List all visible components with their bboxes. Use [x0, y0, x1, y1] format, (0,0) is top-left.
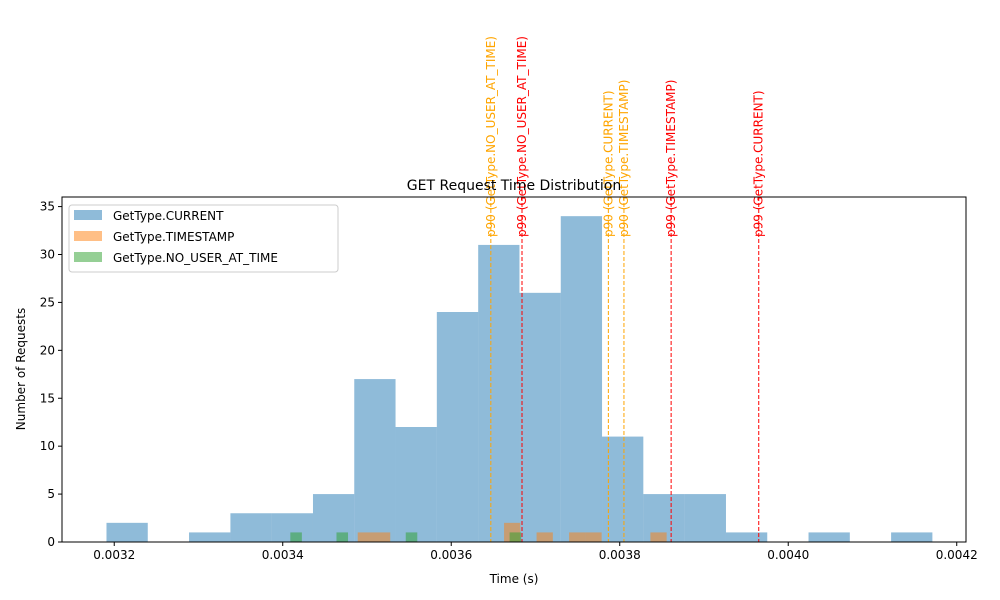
- y-tick-label: 20: [40, 343, 55, 357]
- x-tick-label: 0.0038: [599, 548, 641, 562]
- legend-label: GetType.TIMESTAMP: [113, 230, 234, 244]
- legend-swatch: [74, 252, 102, 262]
- percentile-label: p99 (GetType.NO_USER_AT_TIME): [515, 36, 529, 237]
- percentile-label: p99 (GetType.CURRENT): [752, 90, 766, 237]
- y-tick-label: 0: [47, 535, 55, 549]
- y-tick-label: 30: [40, 248, 55, 262]
- y-axis-label: Number of Requests: [14, 308, 28, 430]
- histogram-bar-series-2: [509, 532, 522, 542]
- histogram-bar-series-1: [357, 532, 374, 542]
- y-tick-label: 35: [40, 200, 55, 214]
- histogram-bar-series-1: [373, 532, 391, 542]
- histogram-bars: [106, 216, 933, 542]
- percentile-label: p90 (GetType.NO_USER_AT_TIME): [484, 36, 498, 237]
- histogram-bar-series-2: [405, 532, 418, 542]
- x-tick-label: 0.0032: [93, 548, 135, 562]
- legend: GetType.CURRENT GetType.TIMESTAMP GetType.…: [68, 204, 339, 273]
- histogram-bar-series-0: [230, 513, 272, 542]
- plot-area-frame: [61, 196, 967, 543]
- legend-box: [68, 204, 339, 273]
- y-tick-label: 15: [40, 391, 55, 405]
- histogram-bar-series-0: [395, 427, 437, 542]
- y-tick-label: 25: [40, 295, 55, 309]
- legend-label: GetType.NO_USER_AT_TIME: [113, 251, 278, 265]
- x-tick-label: 0.0036: [430, 548, 472, 562]
- y-axis-ticks: 0 5 10 15 20 25 30 35: [40, 200, 62, 549]
- histogram-bar-series-1: [650, 532, 667, 542]
- y-tick-label: 5: [47, 487, 55, 501]
- histogram-bar-series-0: [106, 522, 148, 542]
- histogram-bar-series-0: [725, 532, 768, 542]
- histogram-bar-series-0: [891, 532, 933, 542]
- histogram-bar-series-0: [560, 216, 603, 542]
- histogram-bar-series-0: [808, 532, 850, 542]
- histogram-bar-series-2: [290, 532, 302, 542]
- legend-label: GetType.CURRENT: [113, 209, 224, 223]
- percentile-label: p90 (GetType.CURRENT): [601, 90, 615, 237]
- histogram-bar-series-0: [354, 379, 396, 542]
- chart-title: GET Request Time Distribution: [407, 178, 621, 194]
- histogram-bar-series-0: [189, 532, 231, 542]
- histogram-bar-series-0: [519, 292, 561, 542]
- histogram-bar-series-0: [312, 494, 355, 542]
- histogram-bar-series-1: [585, 532, 602, 542]
- x-tick-label: 0.0034: [262, 548, 304, 562]
- x-tick-label: 0.0040: [767, 548, 809, 562]
- x-tick-label: 0.0042: [936, 548, 978, 562]
- histogram-bar-series-0: [602, 436, 644, 542]
- percentile-label: p90 (GetType.TIMESTAMP): [617, 80, 631, 237]
- percentile-label: p99 (GetType.TIMESTAMP): [664, 80, 678, 237]
- y-tick-label: 10: [40, 439, 55, 453]
- x-axis-ticks: 0.0032 0.0034 0.0036 0.0038 0.0040 0.0042: [93, 542, 978, 562]
- percentile-lines: p90 (GetType.CURRENT) p99 (GetType.CURREN…: [484, 36, 766, 542]
- histogram-bar-series-0: [478, 244, 520, 542]
- histogram-bar-series-1: [569, 532, 586, 542]
- legend-swatch: [74, 231, 102, 241]
- histogram-bar-series-1: [536, 532, 553, 542]
- histogram-bar-series-2: [336, 532, 349, 542]
- legend-swatch: [74, 210, 102, 220]
- histogram-bar-series-0: [684, 494, 726, 542]
- histogram-bar-series-0: [436, 312, 479, 542]
- x-axis-label: Time (s): [489, 572, 539, 586]
